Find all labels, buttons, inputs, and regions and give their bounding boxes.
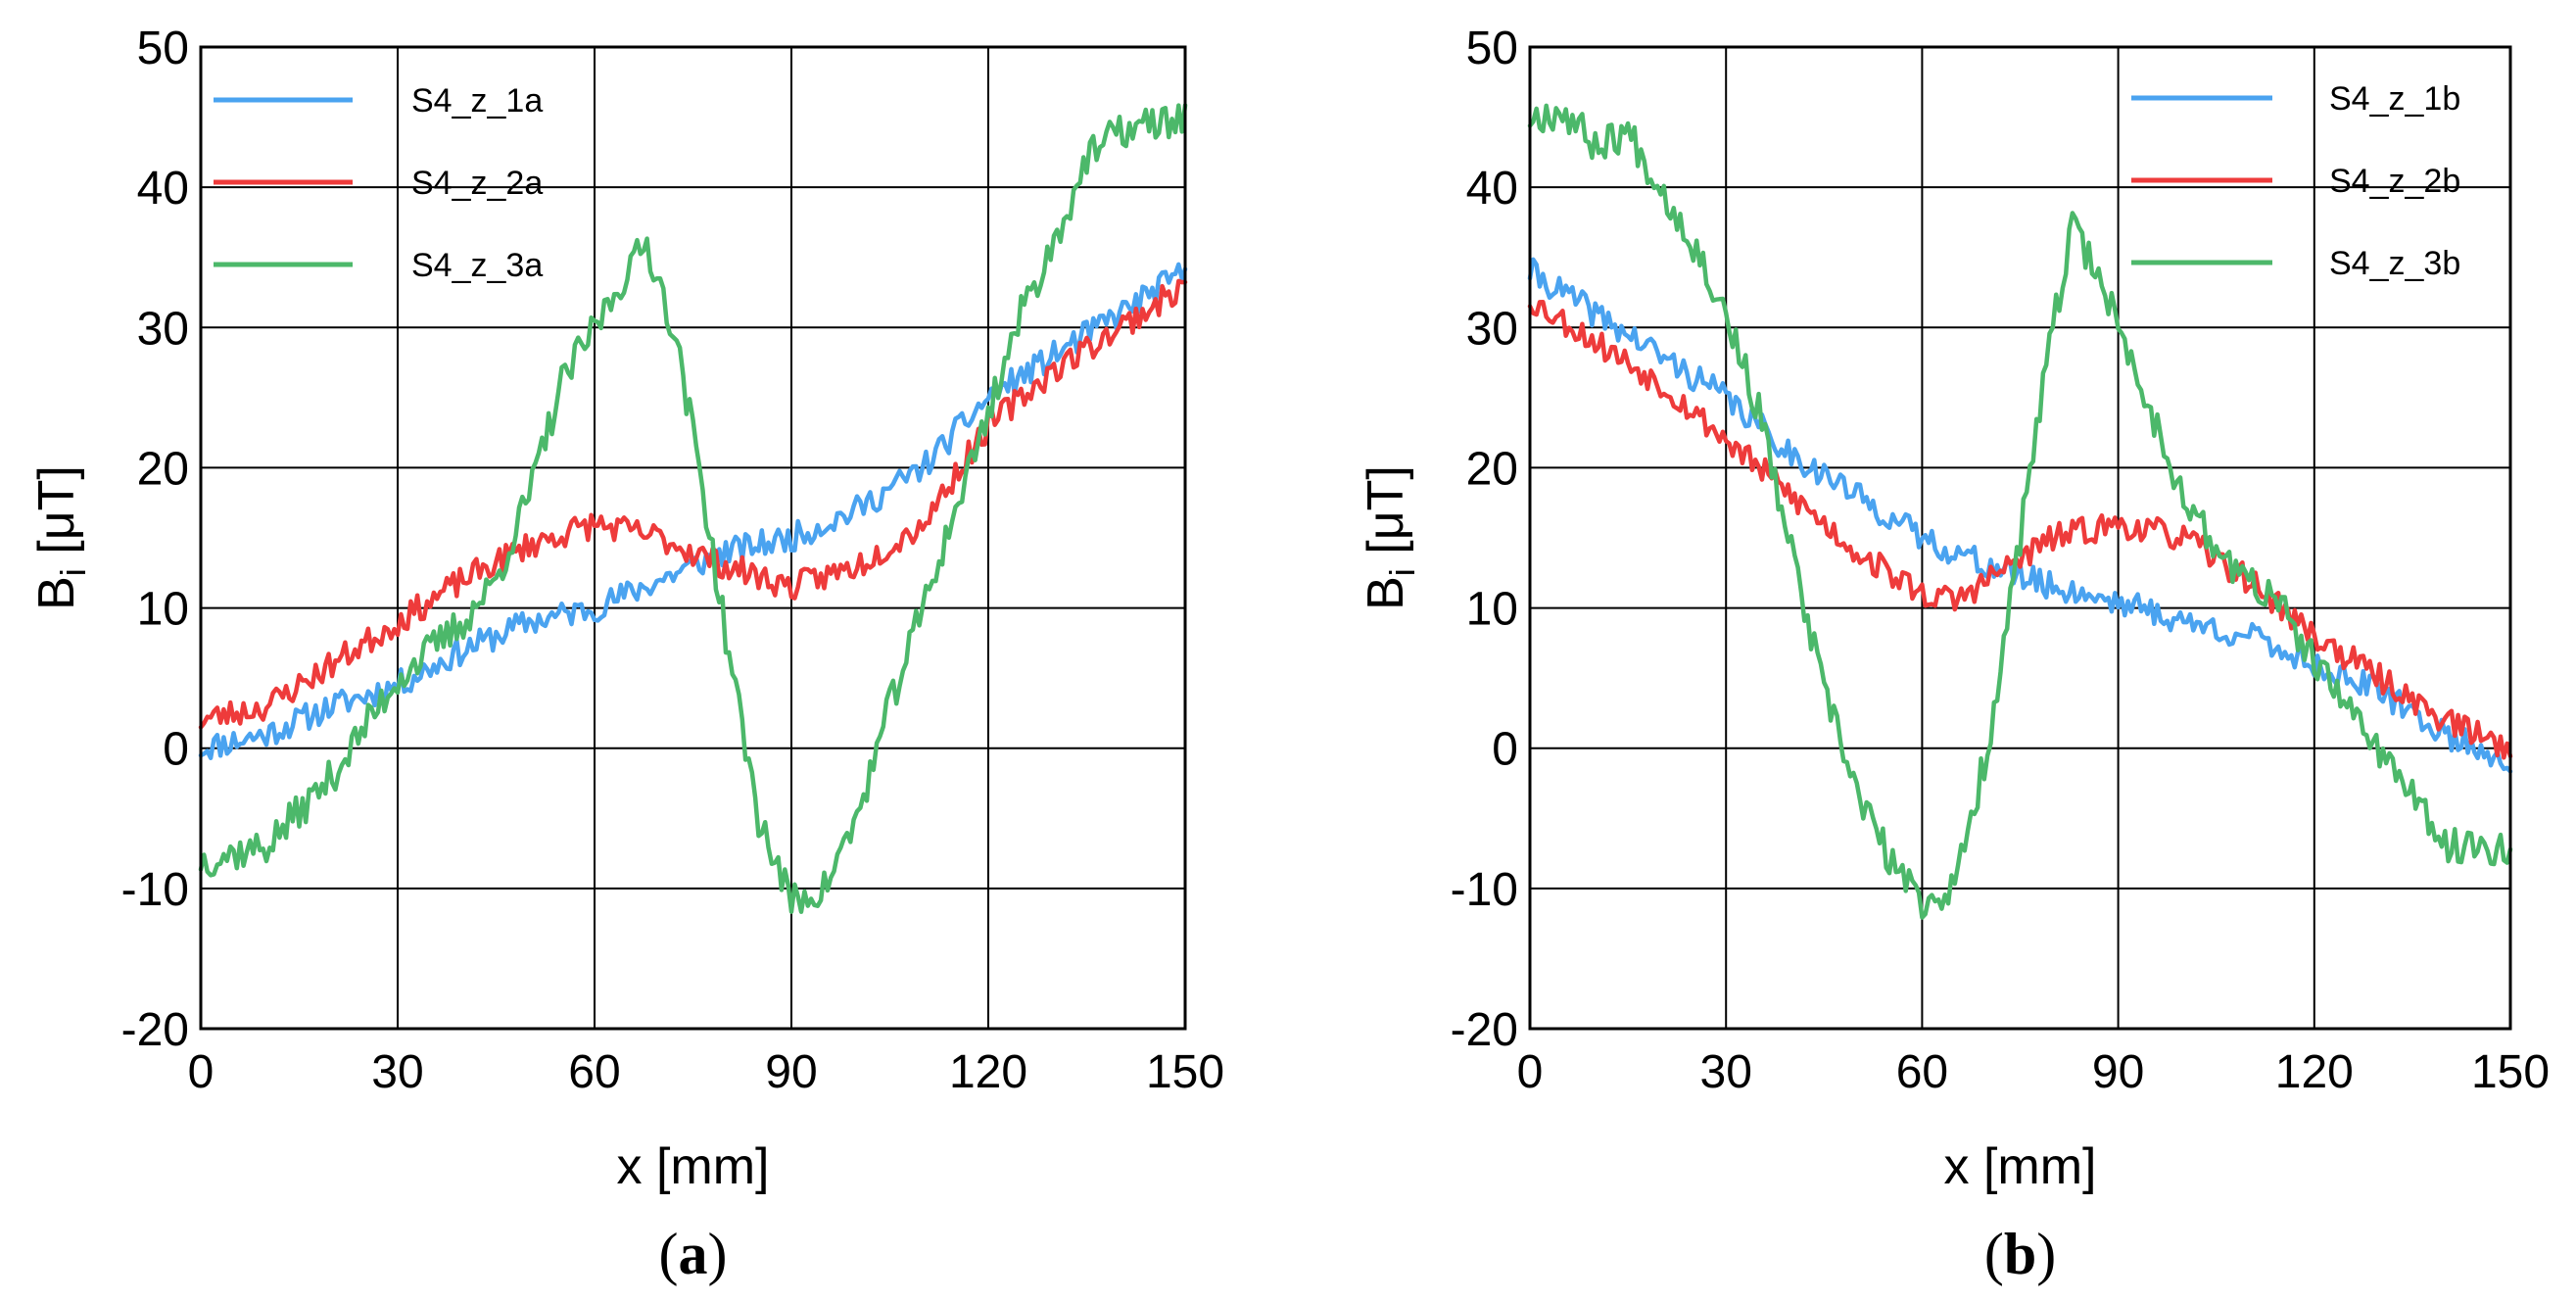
legend: S4_z_1a S4_z_2a S4_z_3a: [214, 82, 543, 284]
x-tick-label: 0: [188, 1046, 215, 1098]
y-axis-label: Bi [μT]: [28, 465, 93, 610]
panel-caption: (b): [1984, 1222, 2056, 1286]
y-tick-label: 30: [1466, 303, 1518, 355]
y-axis-label: Bi [μT]: [1358, 465, 1422, 610]
x-tick-label: 150: [2471, 1046, 2550, 1098]
y-tick-label: 10: [137, 584, 189, 636]
series-line-S4_z_2a: [198, 278, 1188, 730]
y-tick-label: -20: [1451, 1004, 1518, 1056]
series-line-S4_z_2b: [1527, 300, 2513, 760]
y-tick-label: 50: [1466, 23, 1518, 74]
x-axis-label: x [mm]: [617, 1138, 770, 1195]
legend: S4_z_1b S4_z_2b S4_z_3b: [2131, 80, 2460, 282]
x-tick-label: 30: [371, 1046, 423, 1098]
y-tick-label: -20: [121, 1004, 189, 1056]
series-line-S4_z_3b: [1527, 103, 2513, 920]
y-tick-label: 0: [1492, 724, 1518, 776]
x-tick-label: 150: [1146, 1046, 1224, 1098]
y-tick-label: 10: [1466, 584, 1518, 636]
x-tick-label: 0: [1517, 1046, 1544, 1098]
y-tick-label: -10: [1451, 864, 1518, 916]
y-tick-label: 40: [1466, 163, 1518, 215]
y-tick-label: 30: [137, 303, 189, 355]
x-tick-label: 120: [2275, 1046, 2354, 1098]
y-tick-label: 50: [137, 23, 189, 74]
legend-label: S4_z_3a: [411, 247, 543, 284]
y-tick-label: 40: [137, 163, 189, 215]
plot-frame: [199, 45, 1187, 1031]
x-tick-label: 90: [765, 1046, 817, 1098]
series-line-S4_z_3a: [198, 103, 1188, 914]
y-tick-label: 20: [137, 443, 189, 495]
x-tick-label: 60: [568, 1046, 620, 1098]
legend-label: S4_z_1b: [2329, 80, 2460, 118]
plot-frame: [1528, 45, 2512, 1031]
x-tick-label: 60: [1896, 1046, 1948, 1098]
x-tick-label: 120: [949, 1046, 1027, 1098]
x-tick-label: 90: [2092, 1046, 2144, 1098]
legend-label: S4_z_3b: [2329, 245, 2460, 282]
series-line-S4_z_1b: [1527, 257, 2513, 774]
legend-label: S4_z_1a: [411, 82, 543, 120]
x-tick-label: 30: [1700, 1046, 1752, 1098]
y-tick-label: 0: [163, 724, 189, 776]
y-tick-label: -10: [121, 864, 189, 916]
series-line-S4_z_1a: [198, 262, 1188, 760]
panel-caption: (a): [659, 1222, 728, 1286]
y-tick-label: 20: [1466, 443, 1518, 495]
legend-label: S4_z_2a: [411, 165, 543, 202]
legend-label: S4_z_2b: [2329, 163, 2460, 200]
x-axis-label: x [mm]: [1944, 1138, 2097, 1195]
